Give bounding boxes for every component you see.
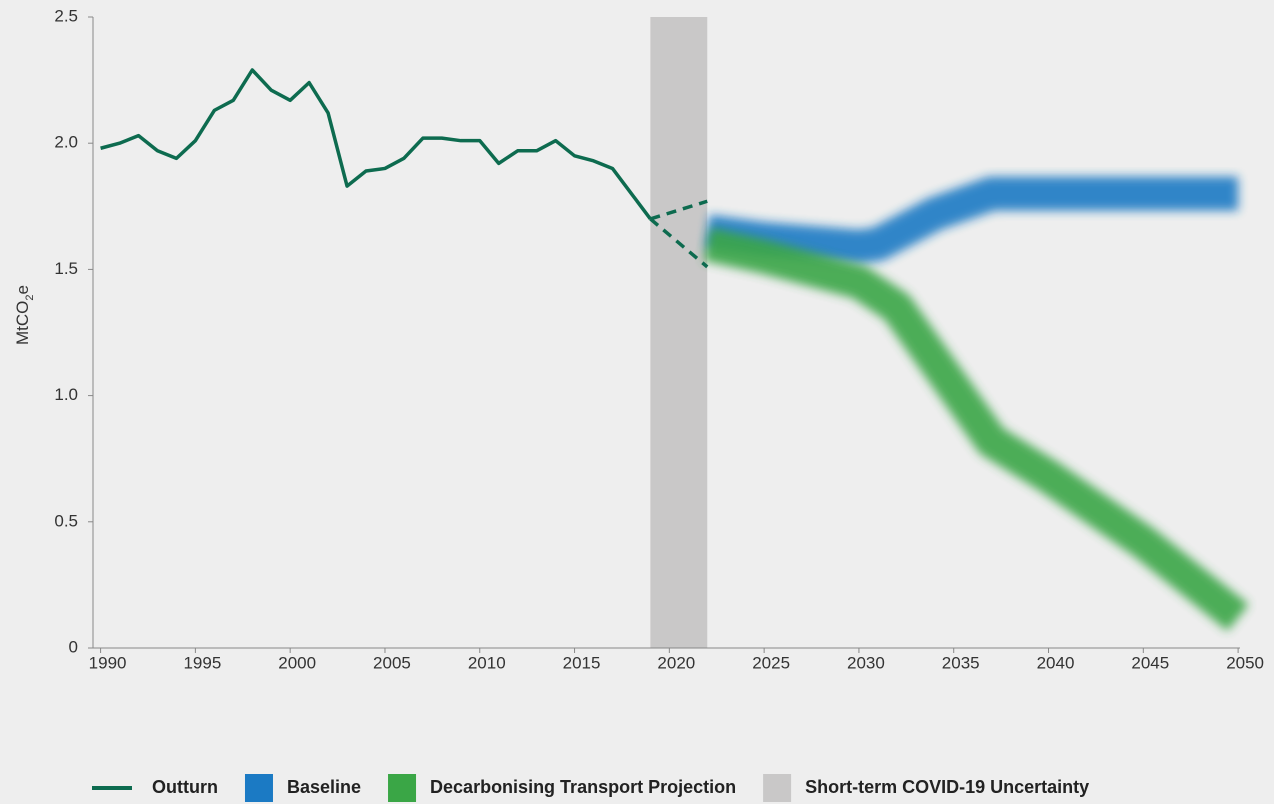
y-tick-label: 2.0 (54, 133, 78, 152)
x-tick-label: 2040 (1037, 653, 1075, 672)
y-tick-label: 0 (69, 637, 78, 656)
covid-range-lower (649, 217, 709, 269)
legend-label: Decarbonising Transport Projection (430, 777, 736, 797)
y-tick-label: 0.5 (54, 511, 78, 530)
legend-label: Outturn (152, 777, 218, 797)
covid-band (650, 17, 708, 648)
x-tick-label: 2050 (1226, 653, 1264, 672)
x-tick-label: 2030 (847, 653, 885, 672)
x-tick-label: 2010 (468, 653, 506, 672)
legend-swatch (388, 774, 417, 802)
legend-label: Baseline (287, 777, 361, 797)
covid-range-upper (649, 199, 708, 221)
x-tick-label: 2025 (752, 653, 790, 672)
projection-band (703, 227, 1249, 631)
x-tick-label: 2020 (657, 653, 695, 672)
y-axis-label: MtCO2e (13, 285, 35, 345)
y-axis-label-part: MtCO (13, 301, 32, 345)
y-axis-label-part: 2 (24, 294, 36, 300)
x-tick-label: 2015 (563, 653, 601, 672)
x-tick-label: 2045 (1131, 653, 1169, 672)
legend-swatch (763, 774, 792, 802)
projection-band (705, 176, 1239, 264)
x-tick-label: 2000 (278, 653, 316, 672)
x-tick-label: 1990 (89, 653, 127, 672)
y-tick-label: 2.5 (54, 6, 78, 25)
x-tick-label: 2035 (942, 653, 980, 672)
outturn-line (100, 68, 652, 220)
x-tick-label: 1995 (183, 653, 221, 672)
y-axis-label-part: e (13, 285, 32, 294)
y-tick-label: 1.0 (54, 385, 78, 404)
legend-label: Short-term COVID-19 Uncertainty (805, 777, 1089, 797)
x-tick-label: 2005 (373, 653, 411, 672)
y-tick-label: 1.5 (54, 259, 78, 278)
legend-swatch (244, 774, 273, 802)
